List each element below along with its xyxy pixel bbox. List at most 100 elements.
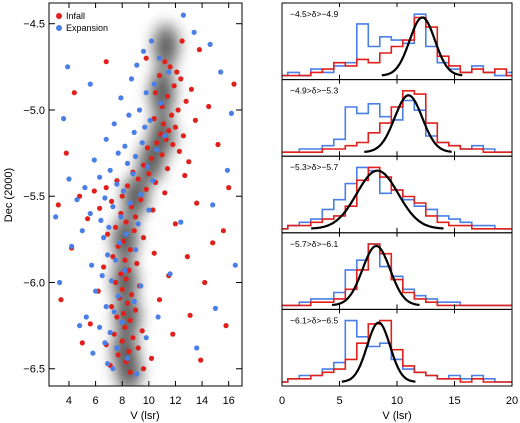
scatter-points [53,12,238,377]
infall-point-21 [154,140,160,146]
expansion-point-11 [126,112,132,118]
expansion-point-2 [156,55,163,61]
infall-point-59 [210,240,216,246]
infall-point-58 [120,238,127,244]
infall-point-50 [132,214,139,220]
infall-point-105 [226,185,232,191]
expansion-point-4 [166,69,172,75]
expansion-point-18 [139,140,145,146]
scatter-y-axis-title: Dec (2000) [3,168,15,222]
expansion-histogram-1 [282,13,512,77]
expansion-point-35 [74,197,80,203]
infall-point-14 [192,117,198,123]
expansion-point-77 [218,69,224,75]
infall-point-16 [172,124,178,130]
infall-point-53 [172,221,178,227]
expansion-point-83 [210,202,216,208]
expansion-point-69 [90,350,96,356]
infall-point-104 [215,141,221,148]
infall-point-62 [151,250,157,256]
histogram-panel-4: −5.7>δ>−6.1 [281,232,513,310]
infall-point-110 [58,297,64,303]
legend-infall-label: Infall [66,11,85,21]
infall-point-48 [150,207,156,213]
infall-point-108 [63,150,69,156]
legend-expansion-marker [56,25,62,31]
expansion-point-76 [207,41,213,48]
expansion-point-43 [106,224,112,230]
infall-point-111 [79,340,85,346]
infall-point-2 [174,69,180,75]
infall-point-95 [148,355,155,361]
expansion-point-63 [119,319,125,325]
scatter-frame [48,2,243,387]
infall-point-22 [170,141,176,148]
expansion-point-31 [82,185,88,191]
infall-point-6 [188,86,194,92]
infall-point-17 [166,128,172,134]
infall-point-86 [122,324,128,330]
expansion-point-30 [114,181,120,187]
infall-point-44 [109,198,115,204]
infall-point-63 [110,254,116,260]
infall-point-0 [162,59,168,65]
histogram-panel-label-1: −4.5>δ>−4.9 [290,9,338,19]
expansion-point-58 [115,293,121,299]
expansion-point-48 [69,243,75,249]
expansion-point-41 [98,217,104,223]
scatter-x-tick-label-12: 12 [169,395,181,407]
expansion-point-84 [232,262,238,268]
expansion-point-19 [122,143,128,149]
infall-point-71 [113,279,119,286]
infall-point-15 [160,121,167,127]
scatter-y-tick-label-0: −6.5 [23,364,45,376]
expansion-point-61 [111,309,117,315]
expansion-point-45 [123,231,129,237]
histogram-x-ticks: 0 5 10 15 20 [279,395,518,407]
infall-point-28 [140,162,147,168]
scatter-y-tick-label-2: −5.5 [23,191,45,203]
expansion-point-56 [138,283,144,289]
infall-point-94 [115,352,121,358]
expansion-point-91 [178,219,184,225]
infall-point-112 [223,323,229,329]
infall-point-40 [162,190,168,196]
expansion-point-93 [155,314,161,320]
infall-histogram-2 [282,90,512,153]
expansion-point-46 [101,235,107,241]
infall-point-31 [146,171,152,177]
infall-point-70 [123,276,129,282]
infall-point-57 [140,235,147,241]
histogram-x-tick-label-0: 0 [279,395,285,407]
expansion-point-85 [57,279,63,286]
expansion-point-24 [124,160,131,166]
expansion-point-28 [97,174,103,180]
expansion-point-52 [89,262,95,268]
infall-point-101 [196,47,202,53]
infall-point-106 [220,228,226,234]
infall-point-43 [138,197,144,203]
histogram-x-axis-title: V (lsr) [382,410,411,422]
infall-point-3 [156,72,163,79]
histogram-panel-5: −6.1>δ>−6.5 [281,308,513,387]
infall-point-93 [126,348,132,355]
expansion-point-7 [143,90,149,96]
scatter-y-tick-label-4: −4.5 [23,19,45,31]
expansion-point-36 [127,200,133,206]
legend-expansion-label: Expansion [66,23,108,33]
expansion-point-68 [114,345,120,351]
expansion-point-33 [138,191,144,198]
infall-point-65 [134,260,140,267]
expansion-point-54 [99,273,105,279]
infall-point-82 [187,312,193,318]
expansion-point-17 [103,136,109,142]
infall-histogram-3 [282,166,512,230]
expansion-point-51 [113,257,119,263]
expansion-point-60 [103,304,109,310]
scatter-x-tick-label-14: 14 [196,395,208,407]
expansion-point-14 [142,124,148,130]
infall-point-18 [158,131,164,137]
expansion-point-8 [118,95,124,101]
expansion-point-38 [146,207,152,213]
scatter-x-tick-label-8: 8 [119,395,125,407]
